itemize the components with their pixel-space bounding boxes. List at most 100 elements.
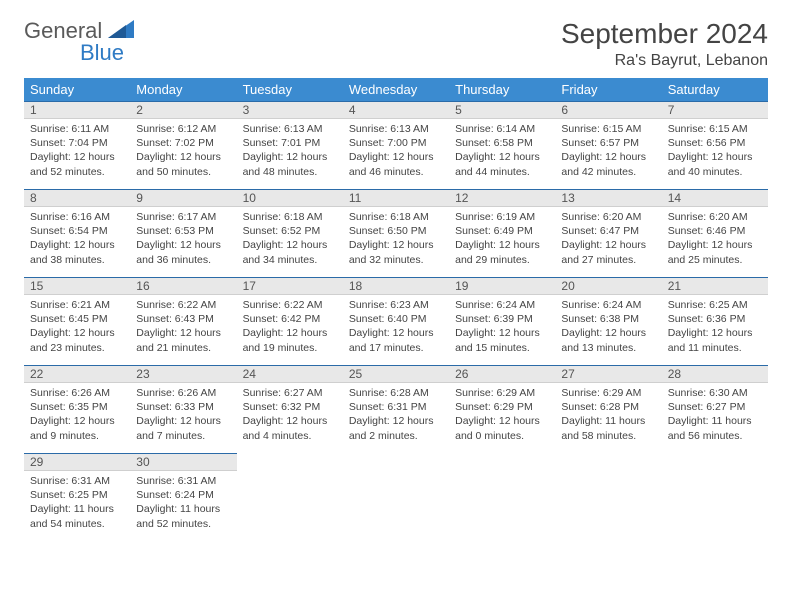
- sunrise-line: Sunrise: 6:28 AM: [349, 386, 443, 400]
- sunset-line: Sunset: 6:58 PM: [455, 136, 549, 150]
- calendar-cell: 21Sunrise: 6:25 AMSunset: 6:36 PMDayligh…: [662, 277, 768, 365]
- day-number: 2: [130, 101, 236, 119]
- sunrise-line: Sunrise: 6:23 AM: [349, 298, 443, 312]
- sunset-line: Sunset: 6:31 PM: [349, 400, 443, 414]
- day-details: Sunrise: 6:26 AMSunset: 6:35 PMDaylight:…: [24, 383, 130, 449]
- calendar-cell: 22Sunrise: 6:26 AMSunset: 6:35 PMDayligh…: [24, 365, 130, 453]
- calendar-row: 8Sunrise: 6:16 AMSunset: 6:54 PMDaylight…: [24, 189, 768, 277]
- day-number: 11: [343, 189, 449, 207]
- sunrise-line: Sunrise: 6:12 AM: [136, 122, 230, 136]
- sunrise-line: Sunrise: 6:22 AM: [136, 298, 230, 312]
- sunset-line: Sunset: 6:40 PM: [349, 312, 443, 326]
- sunrise-line: Sunrise: 6:21 AM: [30, 298, 124, 312]
- day-number: 5: [449, 101, 555, 119]
- daylight-line: Daylight: 12 hours and 2 minutes.: [349, 414, 443, 442]
- day-number: 27: [555, 365, 661, 383]
- daylight-line: Daylight: 12 hours and 32 minutes.: [349, 238, 443, 266]
- day-number: 21: [662, 277, 768, 295]
- weekday-header: Thursday: [449, 78, 555, 101]
- daylight-line: Daylight: 12 hours and 34 minutes.: [243, 238, 337, 266]
- calendar-cell: 25Sunrise: 6:28 AMSunset: 6:31 PMDayligh…: [343, 365, 449, 453]
- day-number: 8: [24, 189, 130, 207]
- sunrise-line: Sunrise: 6:15 AM: [668, 122, 762, 136]
- sunset-line: Sunset: 6:25 PM: [30, 488, 124, 502]
- location-label: Ra's Bayrut, Lebanon: [561, 52, 768, 70]
- day-number: 30: [130, 453, 236, 471]
- daylight-line: Daylight: 12 hours and 27 minutes.: [561, 238, 655, 266]
- sunrise-line: Sunrise: 6:31 AM: [30, 474, 124, 488]
- daylight-line: Daylight: 12 hours and 21 minutes.: [136, 326, 230, 354]
- sunset-line: Sunset: 6:57 PM: [561, 136, 655, 150]
- calendar-cell: 6Sunrise: 6:15 AMSunset: 6:57 PMDaylight…: [555, 101, 661, 189]
- day-details: Sunrise: 6:15 AMSunset: 6:56 PMDaylight:…: [662, 119, 768, 185]
- calendar-cell: 2 Sunrise: 6:12 AMSunset: 7:02 PMDaylight…: [130, 101, 236, 189]
- day-details: Sunrise: 6:29 AMSunset: 6:29 PMDaylight:…: [449, 383, 555, 449]
- sunrise-line: Sunrise: 6:20 AM: [561, 210, 655, 224]
- calendar-cell: 9Sunrise: 6:17 AMSunset: 6:53 PMDaylight…: [130, 189, 236, 277]
- daylight-line: Daylight: 12 hours and 0 minutes.: [455, 414, 549, 442]
- daylight-line: Daylight: 12 hours and 46 minutes.: [349, 150, 443, 178]
- sunset-line: Sunset: 6:43 PM: [136, 312, 230, 326]
- weekday-header: Friday: [555, 78, 661, 101]
- weekday-header: Wednesday: [343, 78, 449, 101]
- sunset-line: Sunset: 6:29 PM: [455, 400, 549, 414]
- calendar-cell: [237, 453, 343, 541]
- calendar-cell: [662, 453, 768, 541]
- sunrise-line: Sunrise: 6:27 AM: [243, 386, 337, 400]
- calendar-row: 15Sunrise: 6:21 AMSunset: 6:45 PMDayligh…: [24, 277, 768, 365]
- day-details: Sunrise: 6:22 AMSunset: 6:42 PMDaylight:…: [237, 295, 343, 361]
- sunset-line: Sunset: 6:46 PM: [668, 224, 762, 238]
- day-details: Sunrise: 6:18 AMSunset: 6:52 PMDaylight:…: [237, 207, 343, 273]
- daylight-line: Daylight: 11 hours and 54 minutes.: [30, 502, 124, 530]
- daylight-line: Daylight: 12 hours and 13 minutes.: [561, 326, 655, 354]
- sunrise-line: Sunrise: 6:20 AM: [668, 210, 762, 224]
- daylight-line: Daylight: 12 hours and 52 minutes.: [30, 150, 124, 178]
- daylight-line: Daylight: 12 hours and 36 minutes.: [136, 238, 230, 266]
- day-number: 15: [24, 277, 130, 295]
- day-details: Sunrise: 6:13 AMSunset: 7:00 PMDaylight:…: [343, 119, 449, 185]
- day-number: 19: [449, 277, 555, 295]
- calendar-cell: 5Sunrise: 6:14 AMSunset: 6:58 PMDaylight…: [449, 101, 555, 189]
- daylight-line: Daylight: 12 hours and 19 minutes.: [243, 326, 337, 354]
- day-details: Sunrise: 6:16 AMSunset: 6:54 PMDaylight:…: [24, 207, 130, 273]
- daylight-line: Daylight: 11 hours and 56 minutes.: [668, 414, 762, 442]
- calendar-cell: 3Sunrise: 6:13 AMSunset: 7:01 PMDaylight…: [237, 101, 343, 189]
- calendar-cell: 12Sunrise: 6:19 AMSunset: 6:49 PMDayligh…: [449, 189, 555, 277]
- sunrise-line: Sunrise: 6:13 AM: [349, 122, 443, 136]
- sunset-line: Sunset: 6:33 PM: [136, 400, 230, 414]
- sunrise-line: Sunrise: 6:15 AM: [561, 122, 655, 136]
- daylight-line: Daylight: 12 hours and 50 minutes.: [136, 150, 230, 178]
- sunset-line: Sunset: 6:38 PM: [561, 312, 655, 326]
- day-number: 12: [449, 189, 555, 207]
- sunrise-line: Sunrise: 6:29 AM: [561, 386, 655, 400]
- day-details: Sunrise: 6:24 AMSunset: 6:38 PMDaylight:…: [555, 295, 661, 361]
- day-details: Sunrise: 6:18 AMSunset: 6:50 PMDaylight:…: [343, 207, 449, 273]
- day-number: 3: [237, 101, 343, 119]
- calendar-cell: 8Sunrise: 6:16 AMSunset: 6:54 PMDaylight…: [24, 189, 130, 277]
- calendar-row: 1Sunrise: 6:11 AMSunset: 7:04 PMDaylight…: [24, 101, 768, 189]
- calendar-cell: 17Sunrise: 6:22 AMSunset: 6:42 PMDayligh…: [237, 277, 343, 365]
- brand-logo: General Blue: [24, 18, 134, 44]
- sunset-line: Sunset: 6:24 PM: [136, 488, 230, 502]
- sunset-line: Sunset: 6:52 PM: [243, 224, 337, 238]
- day-number: 26: [449, 365, 555, 383]
- day-details: Sunrise: 6:25 AMSunset: 6:36 PMDaylight:…: [662, 295, 768, 361]
- calendar-cell: 20Sunrise: 6:24 AMSunset: 6:38 PMDayligh…: [555, 277, 661, 365]
- sunset-line: Sunset: 7:02 PM: [136, 136, 230, 150]
- sunrise-line: Sunrise: 6:26 AM: [136, 386, 230, 400]
- day-details: Sunrise: 6:15 AMSunset: 6:57 PMDaylight:…: [555, 119, 661, 185]
- sunset-line: Sunset: 6:36 PM: [668, 312, 762, 326]
- day-number: 10: [237, 189, 343, 207]
- daylight-line: Daylight: 12 hours and 17 minutes.: [349, 326, 443, 354]
- daylight-line: Daylight: 12 hours and 44 minutes.: [455, 150, 549, 178]
- sunset-line: Sunset: 6:45 PM: [30, 312, 124, 326]
- daylight-line: Daylight: 12 hours and 9 minutes.: [30, 414, 124, 442]
- weekday-header: Saturday: [662, 78, 768, 101]
- daylight-line: Daylight: 12 hours and 23 minutes.: [30, 326, 124, 354]
- day-details: Sunrise: 6:23 AMSunset: 6:40 PMDaylight:…: [343, 295, 449, 361]
- sunset-line: Sunset: 6:49 PM: [455, 224, 549, 238]
- daylight-line: Daylight: 12 hours and 4 minutes.: [243, 414, 337, 442]
- sunset-line: Sunset: 6:53 PM: [136, 224, 230, 238]
- daylight-line: Daylight: 12 hours and 40 minutes.: [668, 150, 762, 178]
- day-details: Sunrise: 6:17 AMSunset: 6:53 PMDaylight:…: [130, 207, 236, 273]
